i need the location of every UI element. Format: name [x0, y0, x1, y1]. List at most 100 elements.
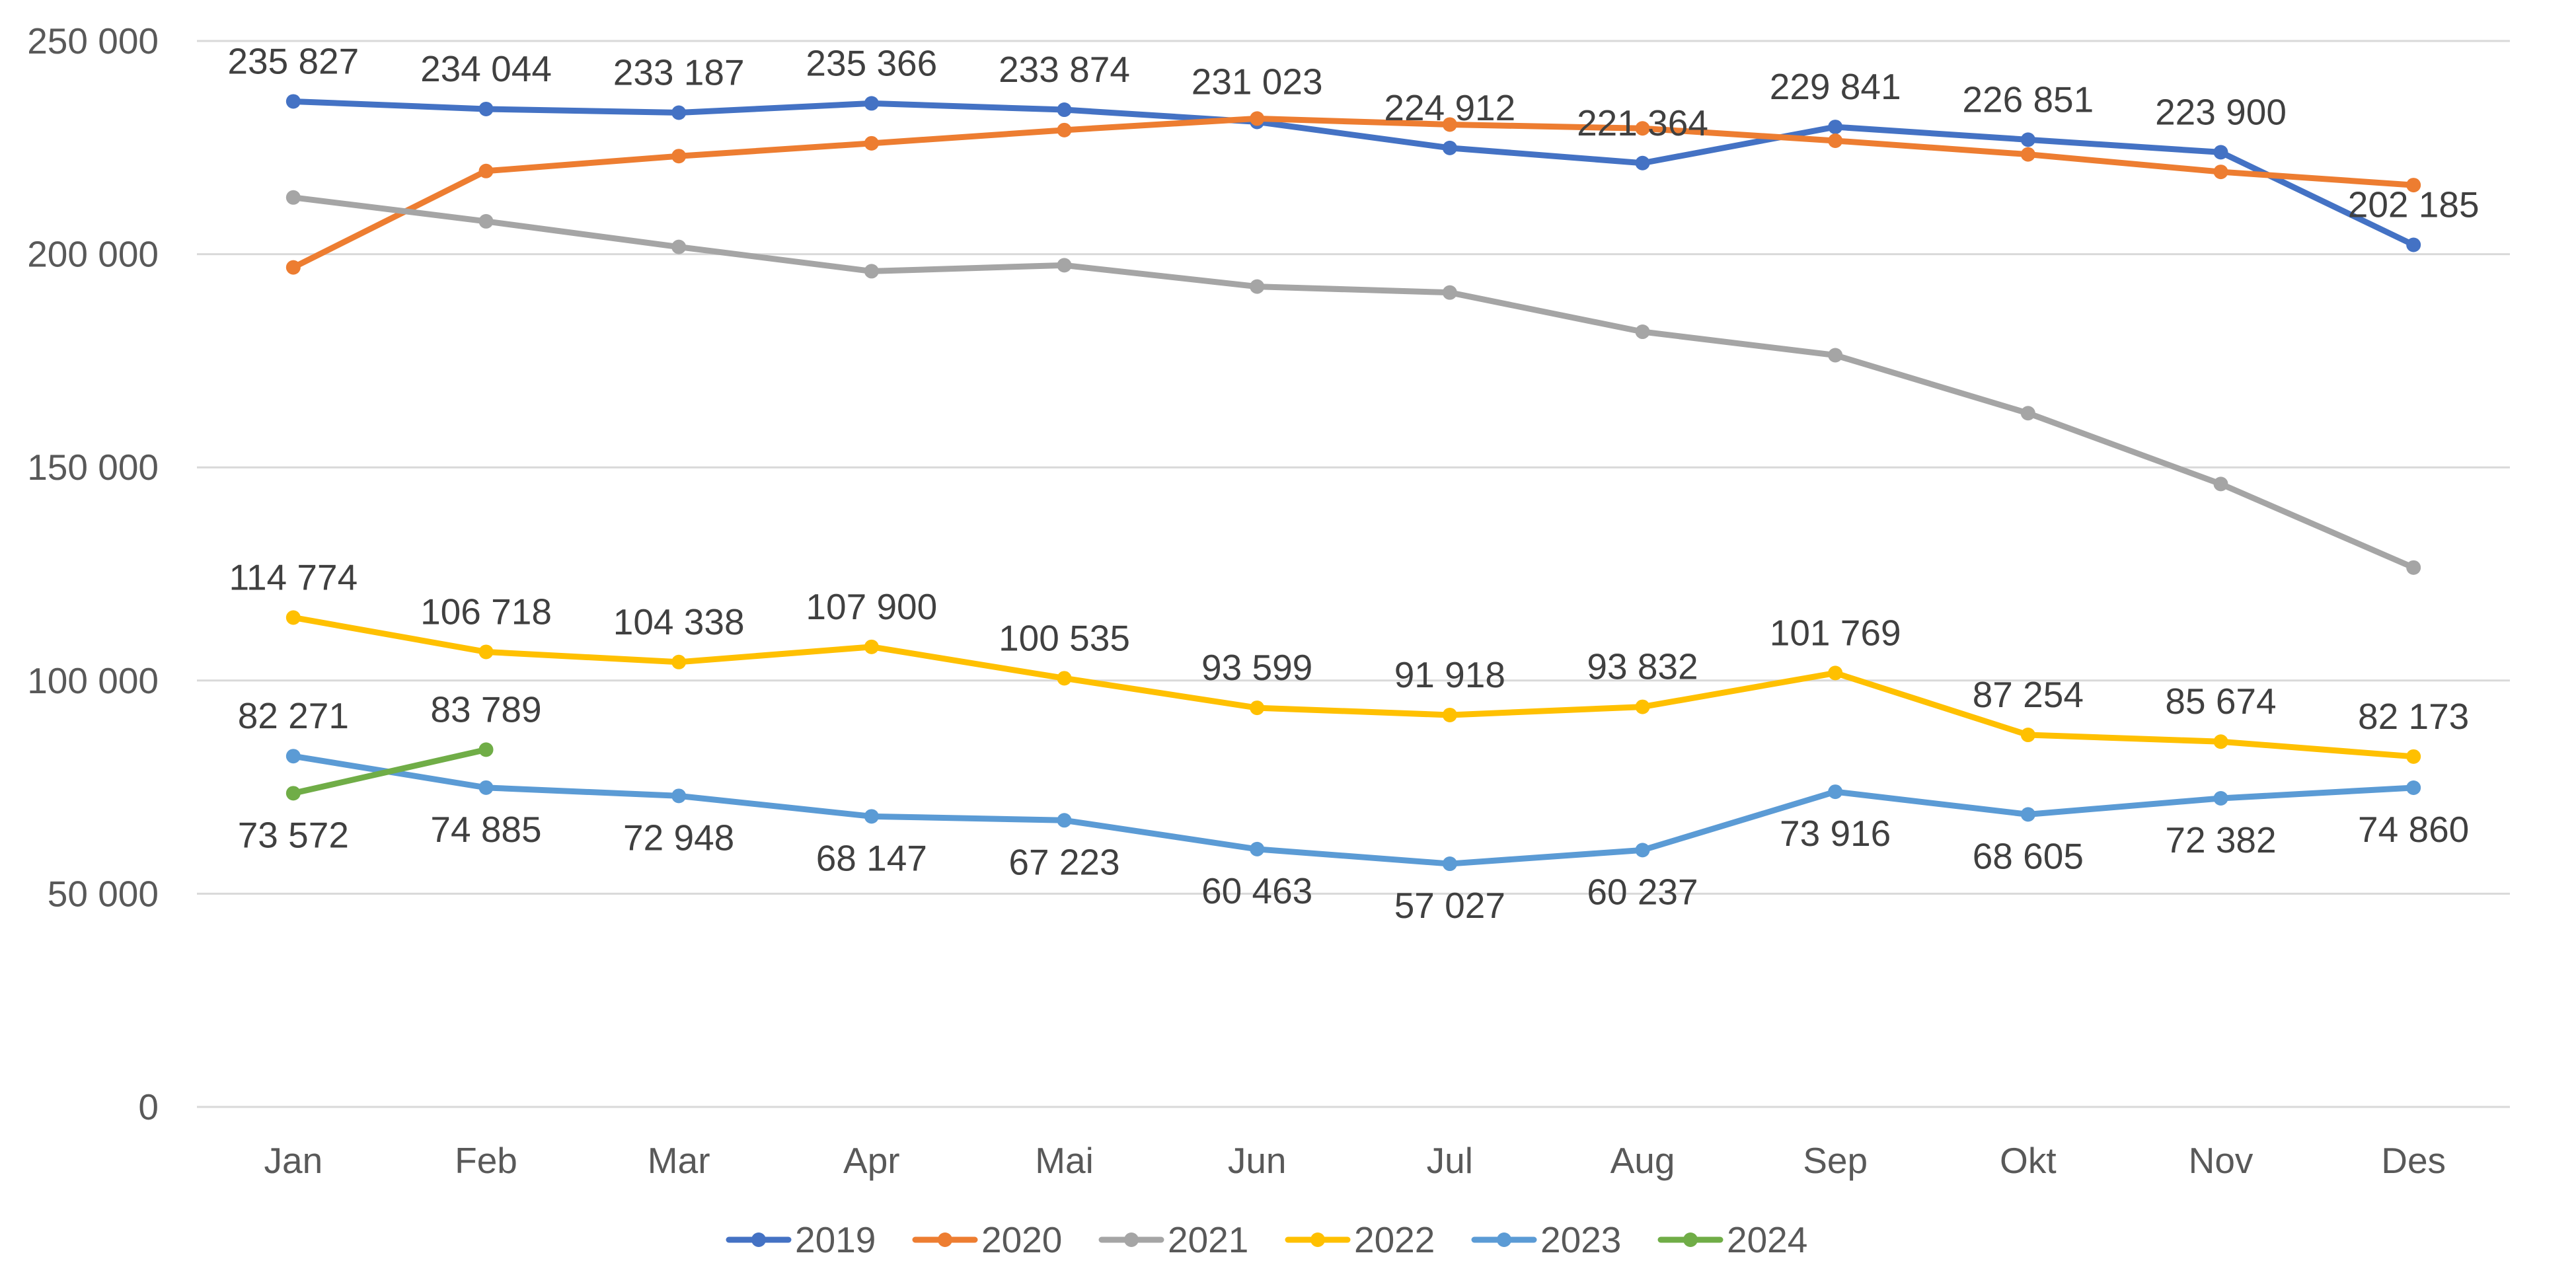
legend-label: 2023	[1540, 1219, 1621, 1260]
y-tick-label: 200 000	[27, 234, 159, 275]
data-point-2023	[2213, 790, 2228, 806]
data-point-2024	[478, 742, 494, 757]
y-tick-label: 250 000	[27, 20, 159, 61]
data-label-2023: 73 916	[1780, 813, 1891, 854]
legend-item-2019: 2019	[726, 1219, 876, 1260]
data-point-2023	[671, 788, 687, 804]
legend-item-2023: 2023	[1471, 1219, 1621, 1260]
data-point-2019	[671, 105, 687, 120]
data-point-2020	[1635, 121, 1650, 136]
legend-label: 2019	[795, 1219, 876, 1260]
data-label-2019: 224 912	[1384, 87, 1515, 128]
data-point-2021	[1250, 279, 1265, 294]
data-point-2020	[1442, 117, 1457, 132]
legend-swatch-marker	[1497, 1232, 1511, 1247]
x-tick-label: Aug	[1610, 1140, 1675, 1181]
series-line-2020	[290, 115, 2417, 271]
data-point-2021	[285, 190, 301, 205]
legend-label: 2020	[981, 1219, 1062, 1260]
data-point-2021	[478, 213, 494, 229]
x-tick-label: Jan	[264, 1140, 322, 1181]
data-point-2021	[2213, 476, 2228, 492]
data-label-2023: 57 027	[1394, 885, 1505, 926]
data-point-2019	[2020, 132, 2035, 147]
legend-item-2024: 2024	[1657, 1219, 1807, 1260]
data-label-2019: 202 185	[2348, 184, 2480, 225]
data-label-2022: 91 918	[1394, 654, 1505, 695]
data-label-2022: 87 254	[1973, 674, 2084, 715]
x-axis: Jan Feb Mar Apr Mai Jun Jul Aug Sep Okt Nov Des	[264, 1140, 2446, 1181]
legend-item-2022: 2022	[1285, 1219, 1435, 1260]
data-point-2022	[671, 654, 687, 669]
y-tick-label: 150 000	[27, 447, 159, 488]
x-tick-label: Mar	[648, 1140, 710, 1181]
x-tick-label: Des	[2381, 1140, 2446, 1181]
x-tick-label: Jun	[1228, 1140, 1287, 1181]
x-tick-label: Mai	[1035, 1140, 1094, 1181]
data-point-2022	[1828, 665, 1843, 681]
x-tick-label: Nov	[2189, 1140, 2254, 1181]
data-point-2021	[2020, 406, 2035, 421]
data-point-2020	[1250, 111, 1265, 126]
y-tick-label: 0	[138, 1086, 159, 1127]
data-point-2020	[1828, 133, 1843, 148]
data-label-2023: 68 605	[1973, 835, 2084, 876]
y-tick-label: 50 000	[48, 873, 159, 914]
data-point-2022	[1442, 707, 1457, 722]
legend-label: 2021	[1168, 1219, 1248, 1260]
data-point-2023	[864, 809, 879, 824]
legend-item-2021: 2021	[1098, 1219, 1248, 1260]
data-label-2022: 107 900	[806, 586, 937, 627]
legend-swatch-marker	[1124, 1232, 1139, 1247]
x-tick-label: Feb	[455, 1140, 517, 1181]
data-label-2023: 72 948	[623, 817, 734, 858]
data-label-2023: 60 237	[1587, 871, 1698, 912]
series-line-2023	[290, 753, 2417, 867]
y-tick-label: 100 000	[27, 660, 159, 701]
data-point-2022	[285, 610, 301, 625]
data-point-2019	[1828, 120, 1843, 135]
data-label-2019: 235 366	[806, 42, 937, 83]
data-point-2022	[478, 644, 494, 660]
data-label-2023: 60 463	[1201, 870, 1312, 911]
data-point-2023	[1057, 813, 1072, 828]
data-point-2023	[1442, 856, 1457, 872]
data-label-2023: 74 885	[430, 809, 541, 850]
legend-swatch-marker	[938, 1232, 952, 1247]
data-point-2020	[1057, 122, 1072, 137]
legend-swatch-marker	[751, 1232, 766, 1247]
data-point-2021	[1635, 324, 1650, 340]
data-label-2022: 106 718	[420, 591, 552, 632]
data-label-2019: 226 851	[1962, 79, 2094, 120]
data-point-2022	[2213, 734, 2228, 749]
data-point-2023	[478, 780, 494, 795]
data-point-2022	[2020, 728, 2035, 743]
legend-item-2020: 2020	[912, 1219, 1062, 1260]
data-point-2023	[1250, 841, 1265, 856]
data-label-2019: 234 044	[420, 48, 552, 89]
data-point-2022	[1057, 671, 1072, 686]
data-point-2020	[864, 135, 879, 151]
data-point-2020	[2406, 178, 2421, 193]
data-label-2019: 221 364	[1577, 102, 1708, 143]
x-tick-label: Jul	[1427, 1140, 1473, 1181]
data-point-2023	[2020, 807, 2035, 822]
data-point-2021	[2406, 560, 2421, 575]
data-point-2024	[285, 786, 301, 801]
data-label-2022: 114 774	[229, 556, 358, 597]
legend-swatch-marker	[1683, 1232, 1698, 1247]
data-point-2019	[1442, 140, 1457, 155]
data-label-2019: 229 841	[1770, 66, 1901, 107]
data-point-2023	[1635, 843, 1650, 858]
legend: 2019 2020 2021 2022 2023 2024	[726, 1219, 1807, 1260]
gridlines	[197, 40, 2510, 1108]
series-line-2021	[290, 194, 2417, 571]
legend-label: 2024	[1727, 1219, 1807, 1260]
data-label-2019: 233 874	[999, 49, 1130, 90]
data-point-2019	[285, 94, 301, 109]
data-label-2024: 83 789	[430, 689, 541, 730]
data-label-2019: 223 900	[2155, 91, 2287, 132]
data-point-2020	[2020, 147, 2035, 162]
